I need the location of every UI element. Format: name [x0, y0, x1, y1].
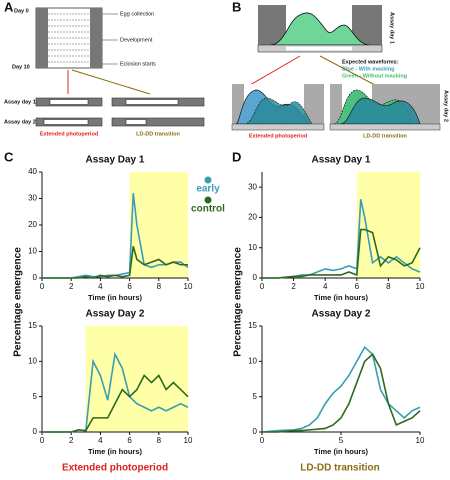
chart-title: Assay Day 2 — [86, 309, 145, 320]
x-tick-label: 4 — [323, 282, 328, 291]
x-tick-label: 0 — [260, 436, 265, 445]
x-tick-label: 4 — [98, 436, 103, 445]
y-tick-label: 5 — [253, 392, 258, 401]
y-tick-label: 10 — [28, 356, 37, 365]
y-tick-label: 0 — [33, 273, 38, 282]
label: Egg collection — [120, 11, 154, 17]
label: Expected waveforms: — [342, 59, 399, 65]
x-tick-label: 2 — [69, 282, 74, 291]
chart-title: Assay Day 2 — [312, 309, 371, 320]
legend-marker — [204, 176, 212, 184]
x-tick-label: 2 — [69, 436, 74, 445]
y-tick-label: 10 — [248, 243, 257, 252]
y-tick-label: 20 — [28, 220, 37, 229]
panel-letter: C — [4, 149, 14, 164]
label: Development — [120, 37, 153, 43]
caption: Extended photoperiod — [249, 133, 307, 139]
caption: LD-DD transition — [363, 133, 407, 139]
y-tick-label: 20 — [248, 213, 257, 222]
panel-letter: D — [232, 149, 241, 164]
schematic-b: B Assay day 1 Expected waveforms: Blue -… — [231, 0, 449, 139]
x-axis-label: Time (in hours) — [314, 447, 369, 456]
label: Assay day 1 — [389, 12, 395, 44]
label: Day 0 — [14, 8, 29, 14]
dark — [36, 8, 48, 68]
chart-title: Assay Day 1 — [86, 155, 145, 166]
x-axis-label: Time (in hours) — [88, 447, 143, 456]
shade — [356, 172, 420, 278]
y-tick-label: 0 — [253, 427, 258, 436]
y-tick-label: 0 — [253, 273, 258, 282]
caption: Extended photoperiod — [62, 463, 168, 474]
dark — [90, 8, 102, 68]
x-tick-label: 5 — [339, 436, 344, 445]
x-tick-label: 0 — [40, 282, 45, 291]
y-tick-label: 15 — [28, 321, 37, 330]
x-tick-label: 6 — [127, 282, 132, 291]
label: Green - Without masking — [342, 73, 407, 79]
x-tick-label: 10 — [184, 436, 193, 445]
dashes — [48, 13, 90, 63]
legend-label: control — [191, 204, 225, 215]
series-line — [261, 345, 421, 433]
y-tick-label: 10 — [28, 247, 37, 256]
y-tick-label: 30 — [248, 182, 257, 191]
x-tick-label: 10 — [184, 282, 193, 291]
schematic-a: A Day 0 Day 10 Egg collection Developmen… — [4, 0, 205, 137]
y-tick-label: 10 — [248, 356, 257, 365]
series-line — [42, 374, 189, 433]
label: Assay day 2 — [443, 90, 449, 122]
x-tick-label: 6 — [127, 436, 132, 445]
caption: LD-DD transition — [136, 131, 180, 137]
series-line — [42, 245, 188, 279]
x-tick-label: 10 — [416, 282, 425, 291]
series-line — [262, 199, 421, 279]
caption: LD-DD transition — [300, 463, 379, 474]
panel-letter: A — [4, 0, 14, 14]
x-axis-label: Time (in hours) — [88, 293, 143, 302]
label: Day 10 — [12, 64, 30, 70]
x-tick-label: 0 — [260, 282, 265, 291]
y-tick-label: 0 — [33, 427, 38, 436]
caption: Extended photoperiod — [40, 131, 98, 137]
x-tick-label: 10 — [416, 436, 425, 445]
panel-letter: B — [232, 0, 241, 14]
label: Eclosion starts — [120, 61, 156, 67]
label: Assay day 1 — [4, 99, 36, 105]
series-line — [262, 228, 421, 279]
y-tick-label: 5 — [33, 392, 38, 401]
x-tick-label: 8 — [386, 282, 391, 291]
label: Blue - With masking — [342, 66, 395, 72]
legend-marker — [204, 196, 212, 204]
x-axis-label: Time (in hours) — [314, 293, 369, 302]
y-tick-label: 15 — [248, 321, 257, 330]
y-axis-label: Percentage emergence — [233, 247, 244, 357]
y-tick-label: 30 — [28, 194, 37, 203]
x-tick-label: 0 — [40, 436, 45, 445]
chart-title: Assay Day 1 — [312, 155, 371, 166]
x-tick-label: 2 — [291, 282, 296, 291]
x-tick-label: 6 — [355, 282, 360, 291]
y-axis-label: Percentage emergence — [13, 247, 24, 357]
series-line — [262, 353, 421, 433]
legend-label: early — [196, 184, 220, 195]
label: Assay day 2 — [4, 119, 36, 125]
shade — [85, 326, 188, 432]
x-tick-label: 4 — [98, 282, 103, 291]
y-tick-label: 40 — [28, 167, 37, 176]
x-tick-label: 8 — [157, 436, 162, 445]
x-tick-label: 8 — [157, 282, 162, 291]
